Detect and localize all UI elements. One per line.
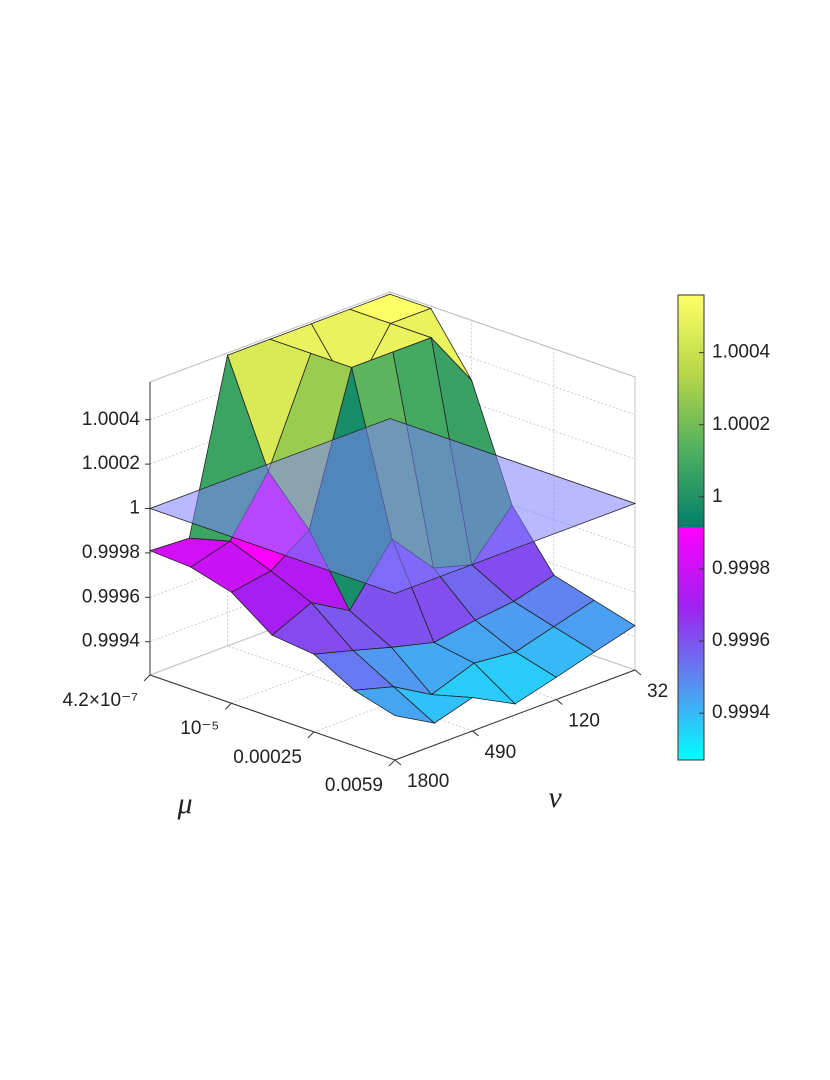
x-tick-label: 0.0059 bbox=[325, 775, 383, 796]
colorbar-tick-label: 0.9996 bbox=[712, 630, 770, 651]
y-tick-label: 120 bbox=[568, 711, 600, 732]
colorbar-tick-label: 1.0002 bbox=[712, 414, 770, 435]
z-tick-label: 1.0004 bbox=[82, 409, 141, 430]
z-tick-label: 0.9996 bbox=[82, 586, 140, 607]
tick-mark bbox=[388, 759, 396, 767]
y-tick-label: 32 bbox=[647, 681, 668, 702]
colorbar-tick-label: 0.9994 bbox=[712, 702, 771, 723]
z-tick-label: 0.9998 bbox=[82, 542, 140, 563]
z-tick-label: 0.9994 bbox=[82, 631, 141, 652]
tick-mark bbox=[224, 702, 232, 710]
tick-mark bbox=[472, 730, 479, 737]
x-tick-label: 10⁻⁵ bbox=[180, 718, 219, 739]
surface-patch bbox=[352, 686, 436, 724]
x-tick-label: 0.00025 bbox=[233, 747, 302, 768]
axis-line bbox=[394, 669, 636, 761]
colorbar-tick-label: 0.9998 bbox=[712, 558, 770, 579]
z-tick-label: 1 bbox=[129, 498, 140, 519]
tick-mark bbox=[634, 669, 642, 676]
colorbar-tick-label: 1 bbox=[712, 486, 723, 507]
tick-mark bbox=[555, 699, 563, 705]
y-tick-label: 1800 bbox=[407, 771, 449, 792]
colorbar-high bbox=[678, 295, 704, 528]
x-axis-label: μ bbox=[176, 787, 192, 820]
colorbar-tick-label: 1.0004 bbox=[712, 342, 771, 363]
reference-plane bbox=[148, 418, 637, 594]
colorbar-frame bbox=[677, 294, 705, 761]
x-tick-label: 4.2×10⁻⁷ bbox=[62, 690, 138, 711]
tick-mark bbox=[307, 731, 315, 739]
tick-mark bbox=[394, 759, 402, 766]
tick-mark bbox=[143, 674, 151, 682]
z-tick-label: 1.0002 bbox=[82, 453, 140, 474]
y-tick-label: 490 bbox=[484, 742, 516, 763]
colorbar-low bbox=[678, 527, 704, 760]
y-axis-label: ν bbox=[548, 781, 562, 814]
axis-line bbox=[149, 674, 396, 761]
